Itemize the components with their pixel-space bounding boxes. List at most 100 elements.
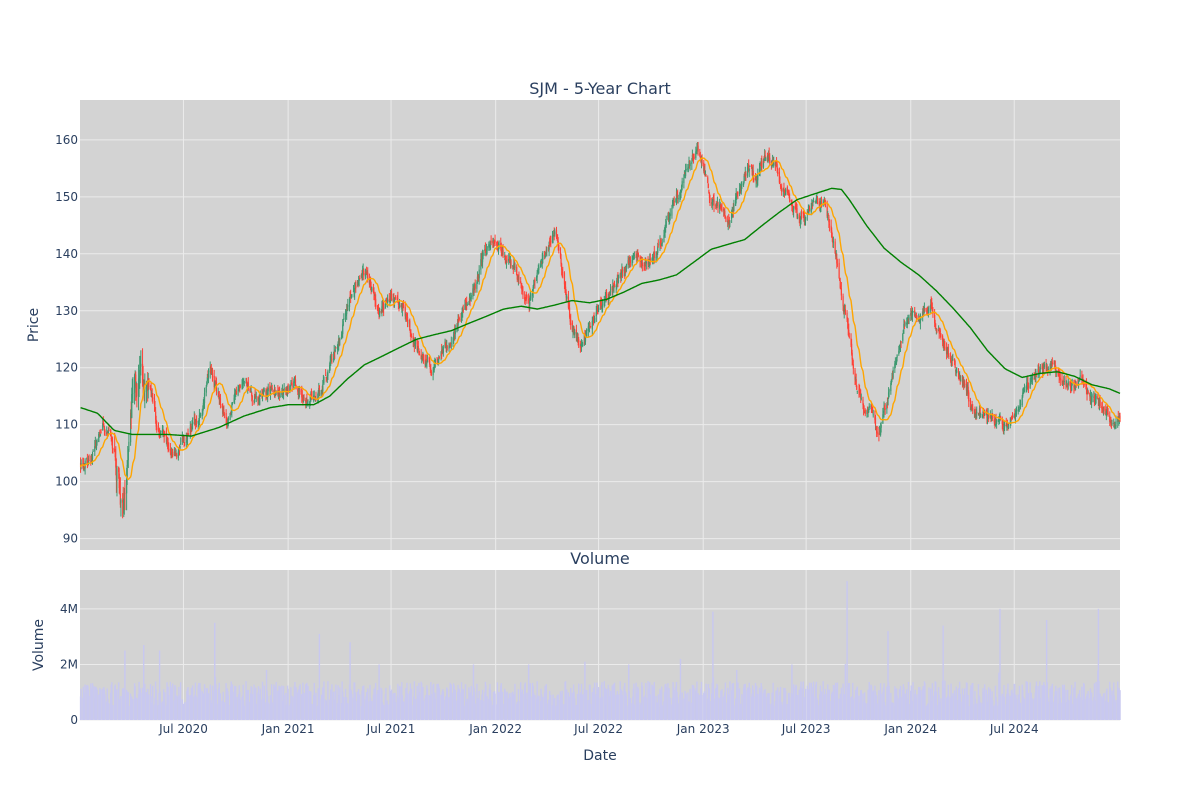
candle-body [489,244,491,248]
candle-body [140,363,142,367]
candle-body [620,272,622,278]
volume-bar [235,697,238,720]
candle-body [699,155,701,159]
candle-body [430,371,433,375]
volume-bar [434,698,437,720]
volume-tick-label: 2M [60,657,78,671]
candle-body [558,245,560,251]
volume-bar [138,681,140,720]
candle-body [910,311,912,317]
candle-body [559,252,562,258]
volume-bar [999,608,1001,720]
volume-bar [514,683,516,720]
candle-body [115,457,117,468]
candle-body [836,257,838,264]
price-tick-label: 90 [63,532,78,546]
volume-bar-series [79,581,1121,720]
candle-body [675,198,677,202]
volume-bar [466,698,468,720]
candle-body [931,303,933,308]
volume-bar [660,686,663,720]
volume-bar [796,694,799,720]
candle-body [608,298,610,301]
candle-body [941,335,944,342]
volume-bar [124,650,126,720]
candle-body [1119,415,1121,422]
candle-body [836,264,838,266]
candle-body [166,437,169,444]
candle-body [410,332,412,337]
candle-body [855,379,857,385]
candle-body [765,157,767,161]
volume-bar [1097,608,1100,720]
price-tick-label: 160 [55,133,78,147]
candle-body [500,247,502,253]
volume-bar [149,684,152,720]
volume-bar [864,702,866,720]
candle-body [959,375,961,380]
candle-body [727,220,729,224]
candle-body [91,453,94,459]
volume-bar [972,683,974,720]
candle-body [313,395,315,397]
candle-body [249,390,252,392]
candle-body [609,293,611,295]
candle-body [1111,422,1113,425]
candle-body [862,399,864,406]
volume-bar [1119,690,1121,720]
candle-body [354,288,356,295]
candle-body [739,188,741,190]
candle-body [255,396,257,398]
candle-body [1114,424,1116,429]
candle-body [1081,375,1083,379]
candle-body [669,213,671,217]
candle-body [951,361,953,366]
candle-body [520,281,522,283]
volume-bar [518,701,520,720]
candle-body [787,189,789,194]
volume-bar [1011,692,1014,720]
candle-body [863,410,865,412]
candle-body [891,377,893,380]
volume-bar [753,696,755,720]
candle-body [482,252,484,256]
volume-bar [169,681,172,720]
candle-body [1054,360,1056,369]
candle-body [544,255,546,258]
candle-body [704,174,707,176]
candle-body [968,392,970,402]
candle-body [438,356,440,360]
candle-body [448,345,450,349]
candle-body [90,458,92,462]
candle-body [625,268,627,269]
candle-body [234,393,236,400]
candle-body [1110,421,1112,425]
candle-body [716,203,718,206]
candle-body [112,448,114,450]
candle-body [202,408,204,414]
volume-bar [414,698,417,720]
volume-bar [1075,698,1077,720]
candle-body [721,208,723,211]
candle-body [167,442,169,448]
candle-body [600,303,603,309]
candle-body [720,204,722,209]
candle-body [267,392,269,396]
candle-body [1002,423,1004,428]
candle-body [741,183,743,186]
candle-body [749,165,751,167]
candle-body [428,358,430,360]
candle-body [134,372,136,374]
volume-bar [140,692,142,720]
candle-body [810,208,812,213]
candle-body [405,314,407,316]
volume-tick-label: 4M [60,602,78,616]
volume-bar [772,682,774,720]
candle-body [1059,375,1061,377]
volume-bar [347,703,349,720]
candle-body [762,158,765,168]
candle-body [1081,378,1084,379]
candle-body [1005,423,1007,427]
candle-body [587,326,589,331]
volume-bar [311,703,313,720]
